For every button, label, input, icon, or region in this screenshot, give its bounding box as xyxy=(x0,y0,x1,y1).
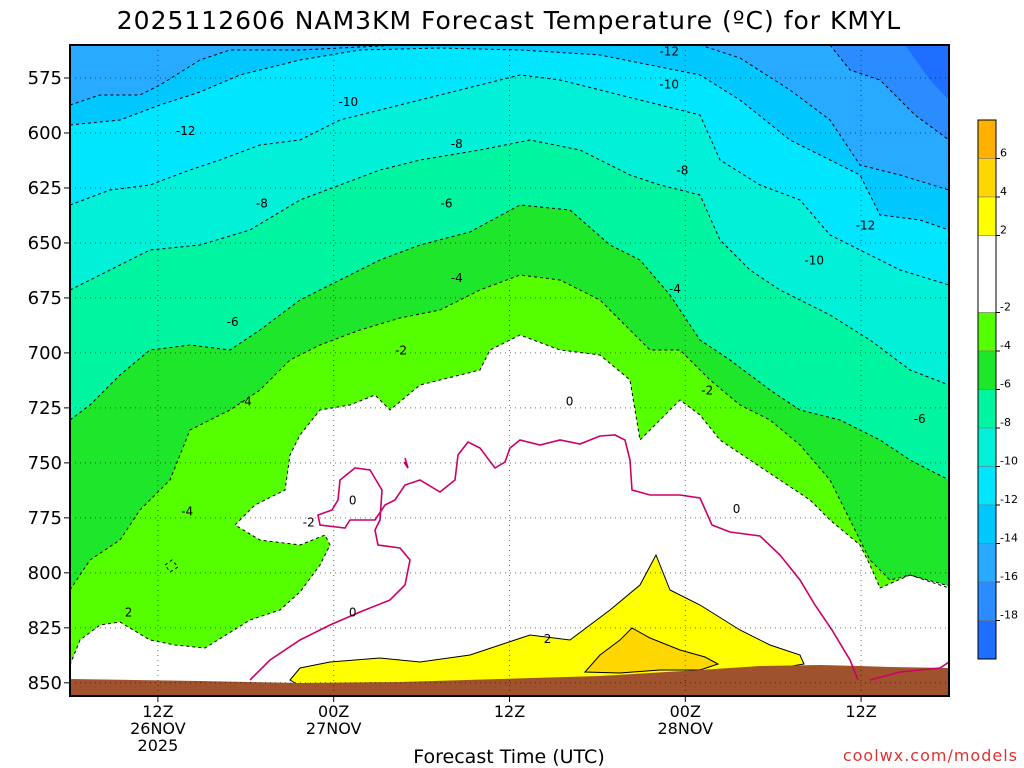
colorbar-swatch xyxy=(977,158,997,198)
contour-label: -8 xyxy=(451,137,463,151)
x-tick-label: 00Z xyxy=(670,702,701,721)
colorbar-label: -6 xyxy=(1000,378,1011,391)
y-tick-label: 600 xyxy=(28,123,62,144)
contour-label: -12 xyxy=(659,45,679,59)
colorbar-label: 4 xyxy=(1000,185,1007,198)
colorbar-swatch xyxy=(977,581,997,621)
zero-isotherm-blip xyxy=(403,457,409,469)
contour-label: 2 xyxy=(125,605,133,619)
y-tick-label: 575 xyxy=(28,68,62,89)
contour-label: -2 xyxy=(701,383,713,397)
colorbar-swatch xyxy=(977,350,997,390)
x-tick-label: 28NOV xyxy=(658,719,714,738)
zero-isotherm xyxy=(249,434,949,681)
colorbar-swatch xyxy=(977,312,997,352)
colorbar: 6 4 2 -2 -4 -6 -8 -10 -12 -14 -16 -18 xyxy=(977,119,1018,660)
contour-label: -4 xyxy=(669,282,681,296)
x-tick-label: 27NOV xyxy=(306,719,362,738)
colorbar-swatch xyxy=(977,235,997,313)
x-tick-label: 00Z xyxy=(318,702,349,721)
y-tick-label: 625 xyxy=(28,178,62,199)
contour-labels: -12 -10 -10 -12 -8 -8 -12 -8 -6 -10 -4 -4 -6 -2 -4 -2 -6… xyxy=(125,45,926,646)
contour-label: -8 xyxy=(676,163,688,177)
contour-label: -6 xyxy=(227,315,239,329)
contour-label: 0 xyxy=(566,394,574,408)
contour-label: -8 xyxy=(256,196,268,210)
colorbar-swatch xyxy=(977,389,997,429)
contour-label: 0 xyxy=(733,502,741,516)
colorbar-label: -4 xyxy=(1000,339,1011,352)
contour-label: -6 xyxy=(441,196,453,210)
contour-label: -10 xyxy=(659,78,679,92)
contour-line-minus-12 xyxy=(70,45,949,191)
zero-isotherm-line xyxy=(249,434,949,681)
y-tick-label: 825 xyxy=(28,618,62,639)
grid-lines xyxy=(70,45,949,696)
colorbar-label: -16 xyxy=(1000,570,1018,583)
contour-label: -4 xyxy=(240,394,252,408)
contour-line-minus-4-island xyxy=(164,559,179,573)
colorbar-label: -12 xyxy=(1000,493,1018,506)
colorbar-swatch xyxy=(977,196,997,236)
band-four-gold xyxy=(583,627,720,674)
colorbar-swatch xyxy=(977,504,997,544)
contour-label: -2 xyxy=(303,515,315,529)
contour-line-minus-16 xyxy=(829,45,949,141)
colorbar-label: -8 xyxy=(1000,416,1011,429)
y-tick-label: 850 xyxy=(28,673,62,694)
contour-line-minus-4 xyxy=(70,204,949,481)
contour-label: -12 xyxy=(856,218,876,232)
x-tick-label: 2025 xyxy=(138,736,179,755)
contour-line-minus-10 xyxy=(70,47,949,231)
band-minus-16 xyxy=(830,45,949,140)
colorbar-label: -18 xyxy=(1000,609,1018,622)
credit-text[interactable]: coolwx.com/models xyxy=(843,746,1018,765)
colorbar-label: -10 xyxy=(1000,455,1018,468)
colorbar-label: 2 xyxy=(1000,224,1007,237)
contour-line-minus-6 xyxy=(70,139,949,386)
colorbar-swatch xyxy=(977,543,997,583)
y-tick-label: 800 xyxy=(28,563,62,584)
contour-label: -10 xyxy=(339,95,359,109)
y-tick-label: 775 xyxy=(28,508,62,529)
contour-label: -4 xyxy=(181,504,193,518)
y-tick-label: 700 xyxy=(28,343,62,364)
y-tick-label: 650 xyxy=(28,233,62,254)
contour-line-minus-8 xyxy=(70,74,949,286)
colorbar-swatch xyxy=(977,119,997,159)
contour-label: 0 xyxy=(349,605,357,619)
y-tick-label: 750 xyxy=(28,453,62,474)
contour-label: 0 xyxy=(349,493,357,507)
colorbar-label: -2 xyxy=(1000,301,1011,314)
x-tick-label: 12Z xyxy=(845,702,876,721)
chart-title: 2025112606 NAM3KM Forecast Temperature (… xyxy=(117,6,901,35)
colorbar-swatch xyxy=(977,466,997,506)
colorbar-label: 6 xyxy=(1000,147,1007,160)
colorbar-label: -14 xyxy=(1000,532,1018,545)
contour-label: -4 xyxy=(451,271,463,285)
contour-label: -10 xyxy=(804,254,824,268)
y-tick-label: 725 xyxy=(28,398,62,419)
contour-line-minus-2 xyxy=(70,274,949,591)
contour-label: -2 xyxy=(395,344,407,358)
colorbar-swatch xyxy=(977,427,997,467)
x-axis-label: Forecast Time (UTC) xyxy=(413,746,604,768)
contour-label: 2 xyxy=(544,632,552,646)
x-tick-label: 12Z xyxy=(494,702,525,721)
band-minus-18 xyxy=(905,45,949,100)
colorbar-swatch xyxy=(977,620,997,660)
x-tick-label: 26NOV xyxy=(130,719,186,738)
x-tick-label: 12Z xyxy=(142,702,173,721)
y-tick-label: 675 xyxy=(28,288,62,309)
y-axis: 575 600 625 650 675 700 725 750 775 800 825 850 xyxy=(28,68,70,694)
contour-lines xyxy=(70,45,949,666)
contour-label: -12 xyxy=(176,124,196,138)
contour-label: -6 xyxy=(914,412,926,426)
